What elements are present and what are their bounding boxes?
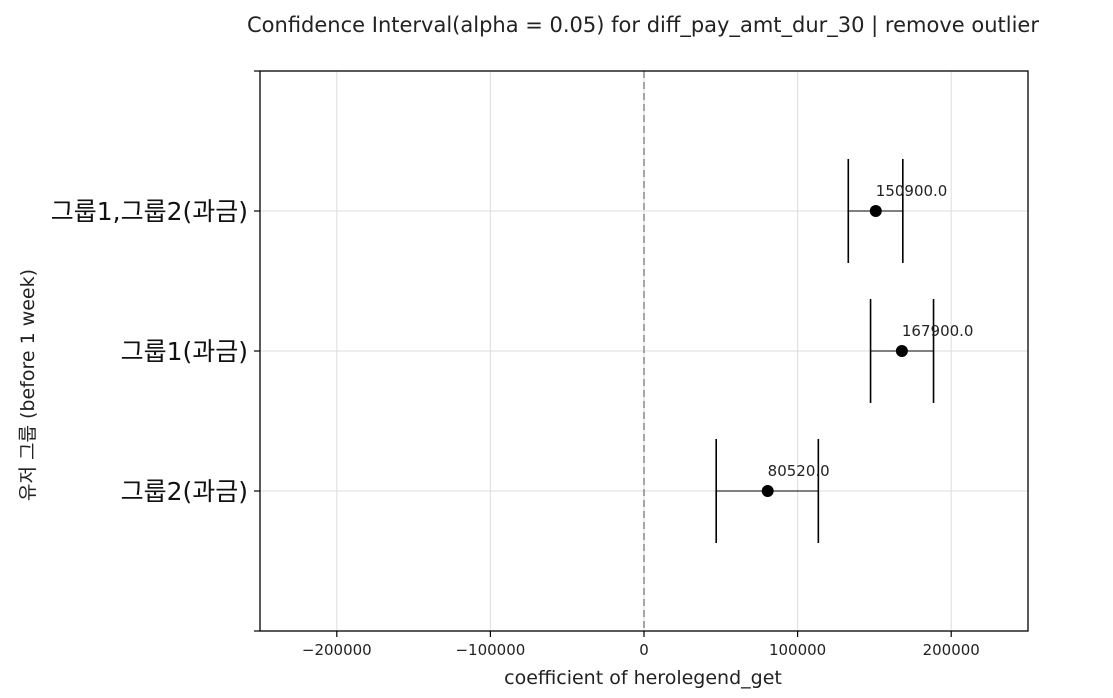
x-axis-label: coefficient of herolegend_get xyxy=(504,667,782,689)
data-label-0: 150900.0 xyxy=(876,182,948,200)
data-marks: 150900.0 167900.0 80520.0 xyxy=(715,159,974,543)
chart-title: Confidence Interval(alpha = 0.05) for di… xyxy=(247,13,1039,38)
x-tick-label-0: −200000 xyxy=(302,641,372,659)
y-tick-label-2: 그룹2(과금) xyxy=(121,477,248,506)
x-tick-label-3: 100000 xyxy=(769,641,826,659)
x-tick-label-4: 200000 xyxy=(923,641,980,659)
data-label-2: 80520.0 xyxy=(768,462,830,480)
estimate-point-0 xyxy=(869,205,882,217)
y-axis-label: 유저 그룹 (before 1 week) xyxy=(17,269,39,501)
estimate-point-1 xyxy=(895,345,908,357)
axes: −200000 −100000 0 100000 200000 그룹1,그룹2(과금) 그룹… xyxy=(51,70,1029,659)
x-tick-label-2: 0 xyxy=(639,641,649,659)
y-tick-label-0: 그룹1,그룹2(과금) xyxy=(51,197,248,226)
y-tick-label-1: 그룹1(과금) xyxy=(121,337,248,366)
estimate-point-2 xyxy=(761,485,774,497)
x-tick-label-1: −100000 xyxy=(455,641,525,659)
data-label-1: 167900.0 xyxy=(902,322,974,340)
